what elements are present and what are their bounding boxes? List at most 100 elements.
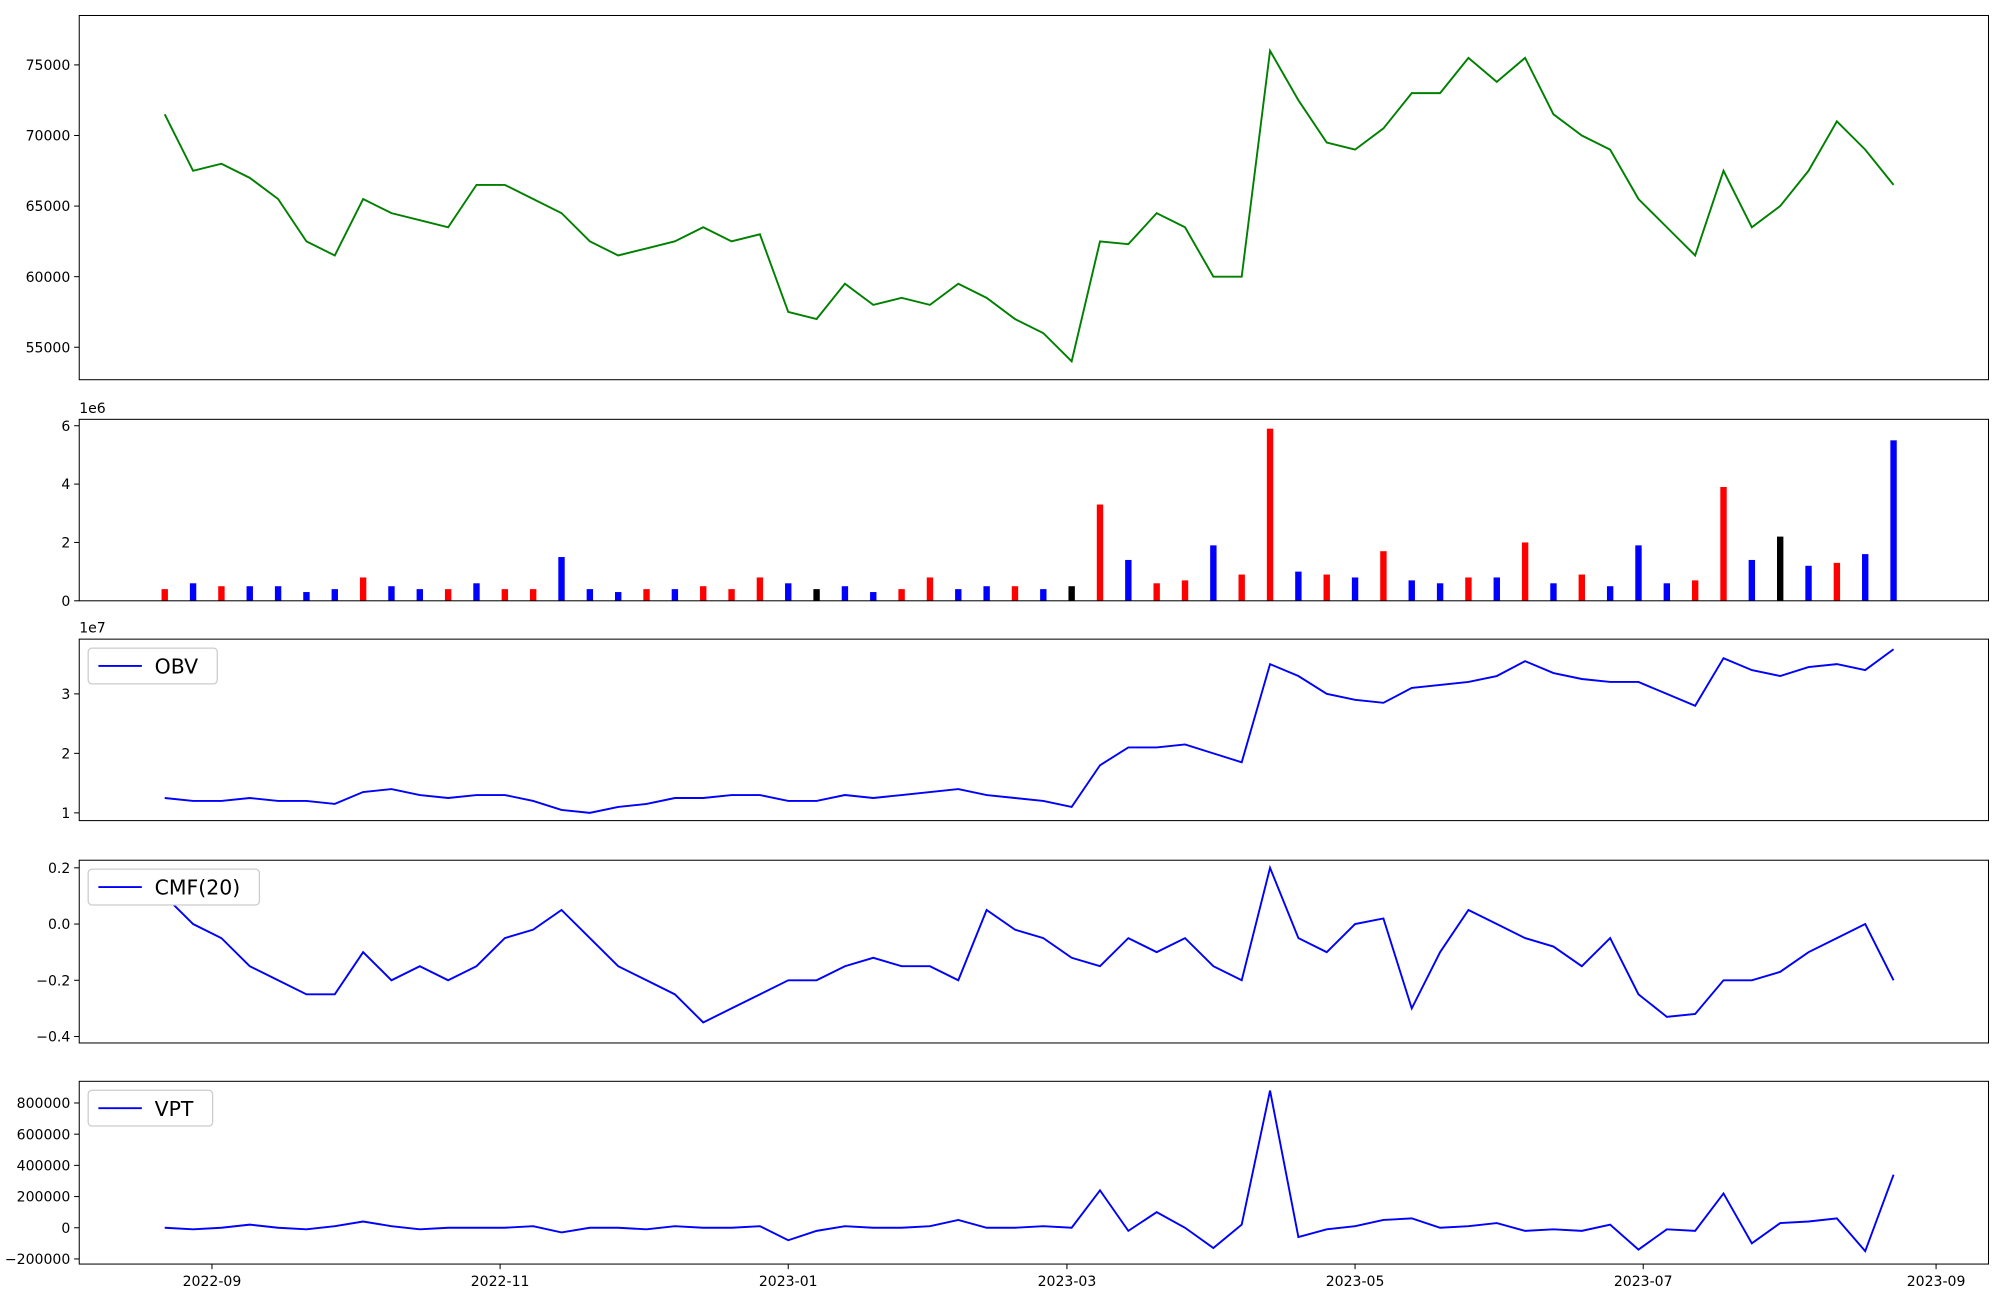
bar bbox=[1323, 574, 1330, 601]
bar bbox=[558, 557, 565, 601]
y-tick-label: 6 bbox=[61, 419, 70, 435]
bar bbox=[983, 586, 990, 601]
bar bbox=[1408, 580, 1415, 601]
bar bbox=[728, 589, 735, 601]
bar bbox=[643, 589, 650, 601]
legend-label: OBV bbox=[155, 655, 198, 679]
bar bbox=[1493, 577, 1500, 601]
bar bbox=[1635, 545, 1642, 601]
bar bbox=[1862, 554, 1869, 601]
bar bbox=[700, 586, 707, 601]
axes-frame bbox=[78, 859, 1990, 1044]
y-offset-label: 1e7 bbox=[79, 621, 106, 637]
y-offset-label: 1e6 bbox=[79, 401, 106, 417]
bar bbox=[218, 586, 225, 601]
bar bbox=[841, 586, 849, 601]
bar bbox=[1578, 574, 1585, 601]
bar bbox=[416, 589, 423, 601]
bar bbox=[1720, 487, 1727, 601]
bar bbox=[388, 586, 395, 601]
y-tick-label: 1 bbox=[61, 806, 70, 822]
bar bbox=[1295, 571, 1302, 601]
y-tick-label: 65000 bbox=[26, 199, 71, 215]
axes-frame bbox=[78, 14, 1990, 381]
bar bbox=[1351, 577, 1359, 601]
y-tick-label: −200000 bbox=[5, 1252, 70, 1268]
bar bbox=[1266, 428, 1274, 601]
series-line bbox=[164, 648, 1895, 814]
y-tick-label: 0 bbox=[61, 1221, 70, 1237]
bar bbox=[1068, 586, 1075, 601]
y-tick-label: 70000 bbox=[26, 129, 71, 145]
y-tick-label: 800000 bbox=[17, 1096, 71, 1112]
bar bbox=[1125, 559, 1132, 601]
bar bbox=[529, 589, 537, 601]
bar bbox=[359, 577, 367, 601]
x-tick-label: 2022-11 bbox=[471, 1274, 530, 1290]
y-tick-label: 400000 bbox=[17, 1158, 71, 1174]
y-tick-label: 200000 bbox=[17, 1190, 71, 1206]
bar bbox=[1606, 586, 1614, 601]
legend-label: CMF(20) bbox=[155, 876, 241, 900]
bar bbox=[1663, 583, 1671, 601]
x-tick-label: 2023-03 bbox=[1038, 1274, 1097, 1290]
bar bbox=[586, 589, 594, 601]
y-tick-label: 75000 bbox=[26, 58, 71, 74]
legend-box bbox=[87, 868, 261, 906]
y-tick-label: 2 bbox=[61, 746, 70, 762]
bar bbox=[501, 589, 509, 601]
y-tick-label: 4 bbox=[61, 477, 70, 493]
bar bbox=[331, 589, 338, 601]
bar bbox=[303, 592, 310, 601]
y-tick-label: 55000 bbox=[26, 340, 71, 356]
bar bbox=[1096, 504, 1104, 601]
bar bbox=[246, 586, 253, 601]
bar bbox=[1748, 559, 1756, 601]
y-tick-label: 0 bbox=[61, 594, 70, 610]
bar bbox=[473, 583, 480, 601]
legend-label: VPT bbox=[155, 1097, 194, 1121]
x-tick-label: 2023-07 bbox=[1614, 1274, 1673, 1290]
bar bbox=[1011, 586, 1019, 601]
bar bbox=[1040, 589, 1047, 601]
x-tick-label: 2023-01 bbox=[759, 1274, 818, 1290]
bar bbox=[1238, 574, 1245, 601]
x-tick-label: 2023-05 bbox=[1326, 1274, 1385, 1290]
bar bbox=[1181, 580, 1189, 601]
bar bbox=[274, 586, 282, 601]
axes-frame bbox=[78, 418, 1990, 602]
x-tick-label: 2023-09 bbox=[1907, 1274, 1966, 1290]
y-tick-label: 2 bbox=[61, 536, 70, 552]
bar bbox=[898, 589, 905, 601]
bar bbox=[1153, 583, 1160, 601]
x-tick-label: 2022-09 bbox=[183, 1274, 242, 1290]
bar bbox=[1550, 583, 1557, 601]
bar bbox=[444, 589, 452, 601]
bar bbox=[955, 589, 962, 601]
axes-frame bbox=[78, 1080, 1990, 1265]
bar bbox=[1380, 551, 1387, 601]
bar bbox=[926, 577, 934, 601]
y-tick-label: 0.2 bbox=[48, 861, 70, 877]
y-tick-label: 0.0 bbox=[48, 917, 70, 933]
bar bbox=[1776, 536, 1784, 601]
bar bbox=[189, 583, 197, 601]
series-line bbox=[164, 1090, 1895, 1254]
axes-frame bbox=[78, 638, 1990, 822]
y-tick-label: 3 bbox=[61, 687, 70, 703]
bar bbox=[161, 589, 168, 601]
y-tick-label: −0.2 bbox=[36, 973, 70, 989]
bar bbox=[1833, 562, 1841, 601]
bar bbox=[1210, 545, 1217, 601]
y-tick-label: 60000 bbox=[26, 270, 71, 286]
bar bbox=[614, 592, 622, 601]
y-tick-label: −0.4 bbox=[36, 1030, 70, 1046]
bar bbox=[1890, 440, 1897, 601]
bar bbox=[813, 589, 820, 601]
bar bbox=[870, 592, 877, 601]
bar bbox=[756, 577, 764, 601]
bar bbox=[671, 589, 679, 601]
bar bbox=[1521, 542, 1529, 601]
series-line bbox=[164, 864, 1895, 1024]
legend-box bbox=[87, 1089, 214, 1127]
